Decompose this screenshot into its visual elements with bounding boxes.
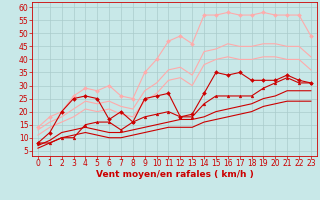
X-axis label: Vent moyen/en rafales ( km/h ): Vent moyen/en rafales ( km/h ) <box>96 170 253 179</box>
